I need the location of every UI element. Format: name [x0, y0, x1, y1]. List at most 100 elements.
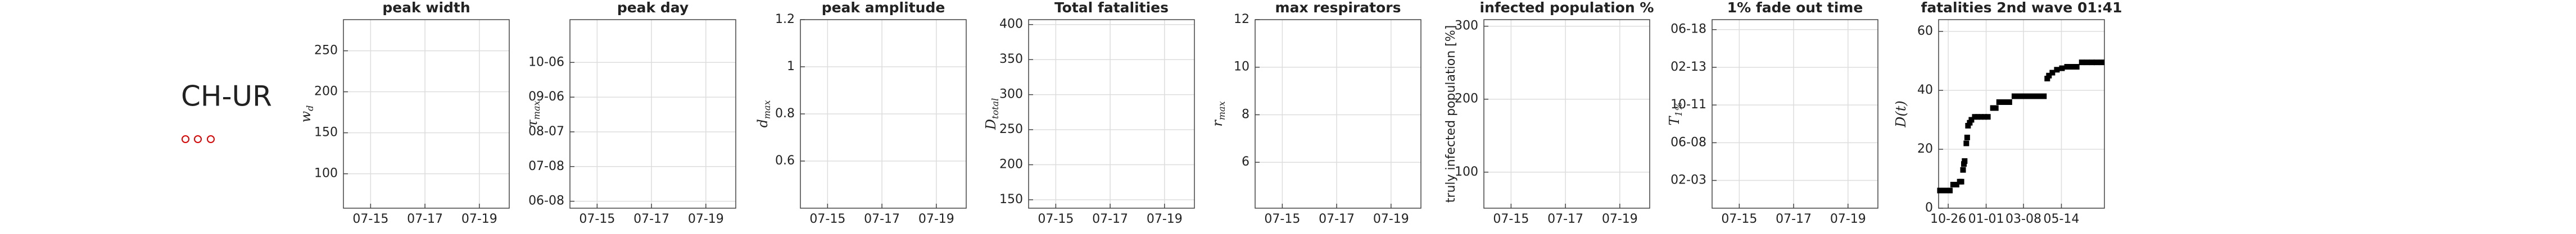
y-axis-label: T1% [1667, 102, 1684, 125]
y-tick-label: 150 [314, 126, 338, 140]
y-tick-label: 200 [1455, 92, 1478, 106]
chart-title: peak width [382, 0, 470, 16]
marker [2084, 59, 2090, 66]
marker [2026, 93, 2032, 99]
region-label: CH-UR [181, 80, 272, 113]
plot-frame [343, 19, 510, 209]
chart-title: 1% fade out time [1727, 0, 1863, 16]
plot-frame [1255, 19, 1421, 209]
y-axis-label-sub: total [990, 98, 1000, 119]
panel: 1% fade out time 02-03 06-08 10-11 02-13 06-1… [1667, 0, 1878, 226]
x-tick-label: 10-26 [1930, 212, 1966, 226]
y-axis-label-text: w [298, 111, 314, 122]
marker [1965, 123, 1971, 129]
y-tick-label: 200 [314, 85, 338, 99]
marker [1996, 99, 2002, 105]
y-axis-label-sub: max [762, 100, 772, 119]
y-tick-label: 350 [999, 52, 1023, 66]
marker [2098, 59, 2104, 66]
marker [2093, 59, 2099, 66]
y-tick-label: 10-06 [528, 55, 564, 69]
marker [1958, 178, 1964, 185]
x-tick-label: 07-19 [461, 212, 497, 226]
chart-title: Total fatalities [1054, 0, 1169, 16]
plot-frame [1938, 19, 2105, 209]
plot-frame [1028, 19, 1195, 209]
chart-title: infected population % [1480, 0, 1654, 16]
x-tick-label: 07-19 [1373, 212, 1409, 226]
y-axis-label: wd [298, 105, 315, 123]
y-tick-label: 40 [1917, 83, 1933, 97]
x-tick-label: 07-15 [1264, 212, 1300, 226]
y-axis-label: dmax [755, 100, 772, 127]
y-tick-label: 0 [1925, 201, 1933, 215]
y-tick-label: 06-08 [528, 194, 564, 208]
y-axis-label-sub: max [1216, 101, 1227, 120]
marker [1940, 187, 1946, 194]
marker [2011, 93, 2017, 99]
marker [2021, 93, 2027, 99]
y-tick-label: 02-03 [1670, 173, 1706, 187]
marker [2054, 67, 2060, 73]
panel: infected population % 100 200 300 07-15 07-17… [1444, 0, 1654, 226]
marker [2006, 99, 2012, 105]
x-tick-label: 07-17 [407, 212, 443, 226]
y-tick-label: 300 [1455, 19, 1478, 33]
marker [1967, 120, 1973, 126]
x-tick-label: 05-14 [2044, 212, 2080, 226]
y-axis-label-text: D [983, 119, 999, 130]
marker [194, 135, 202, 143]
x-tick-label: 07-15 [1721, 212, 1757, 226]
y-tick-label: 07-08 [528, 159, 564, 173]
y-tick-label: 250 [314, 44, 338, 58]
y-tick-label: 12 [1234, 12, 1249, 26]
y-tick-label: 200 [999, 158, 1023, 172]
y-tick-label: 08-07 [528, 125, 564, 139]
plot-frame [1712, 19, 1878, 209]
marker [1960, 167, 1966, 173]
marker [1978, 114, 1984, 120]
marker [1985, 114, 1991, 120]
y-axis-label: truly infected population [%] [1444, 25, 1458, 203]
plot-frame [800, 19, 967, 209]
panel: Total fatalities 150 200 250 300 350 400 07-15 0… [983, 0, 1195, 226]
panel: peak width 100 150 200 250 07-15 07-17 07-19 wd [298, 0, 510, 226]
marker [182, 135, 189, 143]
panel: fatalities 2nd wave 01:41 0 20 40 60 10-26 01-… [1893, 0, 2122, 226]
marker [2049, 70, 2056, 76]
marker [2041, 93, 2047, 99]
y-tick-label: 100 [1455, 165, 1478, 179]
marker [2031, 93, 2037, 99]
panel: peak day 06-08 07-08 08-07 09-06 10-06 07-15 07… [524, 0, 736, 226]
x-tick-label: 07-15 [1493, 212, 1529, 226]
marker [1947, 187, 1953, 194]
y-tick-label: 0.6 [775, 154, 795, 168]
chart-title: fatalities 2nd wave 01:41 [1921, 0, 2122, 16]
x-tick-label: 07-15 [579, 212, 615, 226]
y-axis-label-text: τ [524, 120, 540, 127]
marker [2036, 93, 2042, 99]
y-tick-label: 60 [1917, 24, 1933, 38]
x-tick-label: 07-15 [809, 212, 845, 226]
panel: peak amplitude 0.6 0.8 1 1.2 07-15 07-17 07-19 d… [755, 0, 967, 226]
y-tick-label: 02-13 [1670, 60, 1706, 74]
x-tick-label: 01-01 [1968, 212, 2004, 226]
marker [1993, 105, 1999, 111]
y-axis-label: rmax [1210, 101, 1227, 126]
marker [1963, 140, 1970, 146]
y-axis-label-text: truly infected population [%] [1444, 25, 1458, 203]
marker [1990, 105, 1996, 111]
y-tick-label: 250 [999, 122, 1023, 136]
x-tick-label: 07-17 [1776, 212, 1812, 226]
y-axis-label-text: r [1210, 120, 1225, 127]
plot-frame [1483, 19, 1650, 209]
marker [1968, 117, 1975, 123]
y-tick-label: 20 [1917, 142, 1933, 156]
x-tick-label: 07-17 [864, 212, 900, 226]
marker [2046, 72, 2052, 79]
marker [2044, 76, 2050, 81]
y-tick-label: 150 [999, 192, 1023, 207]
marker [1950, 182, 1956, 187]
marker [2059, 65, 2065, 71]
marker [1964, 135, 1970, 140]
